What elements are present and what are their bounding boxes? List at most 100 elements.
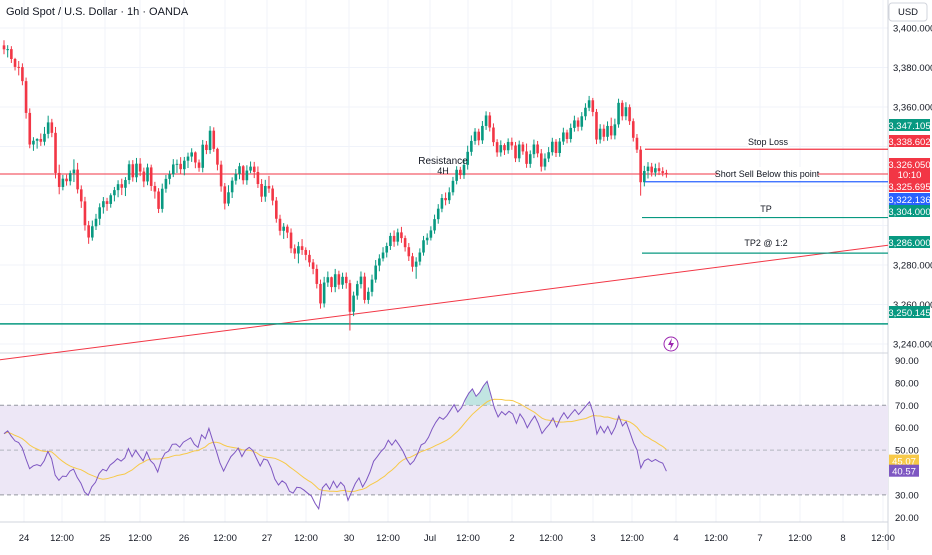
price-badge	[889, 168, 930, 180]
candle	[470, 140, 473, 152]
time-tick-label: 25	[100, 533, 111, 544]
price-tick-label: 3,380.000	[893, 63, 932, 74]
short-sell-label[interactable]: Short Sell Below this point	[715, 169, 820, 179]
candle	[495, 142, 499, 153]
currency-button[interactable]	[888, 2, 928, 22]
candle	[230, 180, 234, 193]
candle	[631, 121, 635, 138]
candle	[396, 232, 400, 242]
tp2-label[interactable]: TP2 @ 1:2	[744, 238, 787, 248]
candle	[252, 166, 256, 172]
candle	[168, 174, 171, 179]
candle	[654, 168, 657, 173]
candle	[481, 125, 484, 141]
stop-loss-label[interactable]: Stop Loss	[748, 137, 789, 147]
rising-trend-line[interactable]	[0, 244, 889, 361]
candle	[447, 192, 451, 201]
candle	[569, 127, 573, 139]
price-tick-label: 3,260.000	[893, 300, 932, 311]
resistance-timeframe-label[interactable]: 4H	[437, 166, 449, 176]
price-badge	[889, 158, 930, 170]
candle	[68, 173, 72, 182]
price-badge-label: 3,326.050	[888, 160, 930, 171]
candle	[135, 163, 138, 178]
rsi-axis[interactable]: 90.00 80.00 70.00 60.00 50.00 30.00 20.00	[895, 356, 919, 524]
candle	[595, 111, 598, 140]
candle	[551, 141, 554, 153]
price-badge-label: 10:10	[898, 170, 922, 181]
candle	[127, 164, 131, 181]
candle	[116, 184, 120, 191]
time-tick-label: 12:00	[294, 533, 318, 544]
lightning-icon[interactable]	[663, 336, 679, 352]
candle	[355, 284, 359, 296]
candle	[639, 149, 642, 183]
candle	[484, 115, 488, 126]
candle	[245, 170, 249, 181]
candle	[289, 232, 293, 249]
candle	[598, 128, 602, 140]
candle	[400, 232, 403, 239]
time-tick-label: 3	[590, 533, 595, 544]
time-tick-label: 12:00	[704, 533, 728, 544]
candle	[94, 218, 98, 227]
candle	[510, 141, 514, 146]
candle	[609, 125, 613, 136]
candle	[370, 279, 374, 292]
candle	[322, 282, 326, 304]
price-axis[interactable]: 3,400.000 3,380.000 3,360.000 3,280.000 3,26…	[893, 24, 932, 351]
candle	[271, 188, 274, 201]
candle	[267, 185, 271, 189]
candle	[422, 240, 425, 253]
candle	[79, 189, 83, 202]
candle	[433, 219, 436, 231]
candle	[319, 283, 322, 304]
candle	[138, 163, 142, 172]
candle	[13, 59, 17, 67]
candle	[142, 171, 146, 182]
candle	[98, 207, 101, 219]
price-tick-label: 3,240.000	[893, 339, 932, 350]
candle	[359, 276, 363, 285]
candle	[157, 191, 160, 209]
candle	[286, 226, 289, 233]
candle	[212, 130, 216, 149]
candle	[35, 138, 39, 141]
candle	[536, 144, 539, 154]
rsi-badge	[889, 454, 919, 467]
candle	[367, 291, 370, 300]
candle	[149, 167, 153, 186]
candle	[407, 247, 411, 257]
price-badge	[889, 193, 930, 205]
candle	[558, 141, 561, 153]
candle	[418, 252, 422, 262]
candle	[624, 107, 628, 117]
resistance-label[interactable]: Resistance	[418, 156, 468, 167]
candle	[17, 66, 21, 68]
price-badge	[889, 205, 930, 217]
candle	[617, 102, 620, 125]
candle	[333, 274, 337, 288]
candle	[381, 252, 385, 259]
candle	[10, 49, 13, 60]
candle	[32, 140, 35, 145]
candle	[543, 158, 547, 167]
candle	[554, 141, 558, 153]
tp-label[interactable]: TP	[760, 204, 772, 214]
time-tick-label: 26	[179, 533, 190, 544]
candle	[282, 226, 285, 231]
candle	[124, 180, 127, 188]
candle	[341, 276, 344, 285]
candle	[315, 268, 319, 284]
candle	[344, 276, 348, 284]
candle	[573, 120, 576, 128]
time-tick-label: 30	[344, 533, 355, 544]
candle	[54, 132, 57, 173]
candle	[83, 201, 87, 226]
price-tick-label: 3,400.000	[893, 24, 932, 35]
time-axis[interactable]: 24 12:00 25 12:00 26 12:00 27 12:00 30 12:00 Jul 12…	[19, 533, 895, 544]
candle	[43, 133, 46, 142]
candle	[330, 277, 333, 288]
candle	[153, 185, 157, 192]
